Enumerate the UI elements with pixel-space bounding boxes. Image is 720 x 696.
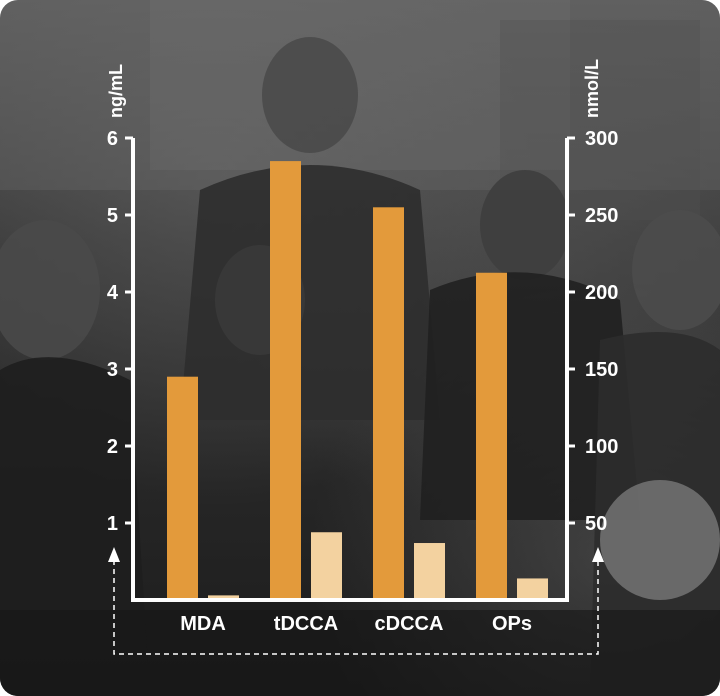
right-tick-label: 50	[585, 513, 607, 535]
axis-connector-dashed	[113, 560, 599, 655]
category-label-tdcca: tDCCA	[274, 613, 338, 635]
right-tick-label: 250	[585, 205, 618, 227]
left-tick-label: 2	[107, 436, 118, 458]
right-axis-title: nmol/L	[582, 59, 602, 118]
left-tick-label: 6	[107, 128, 118, 150]
left-ticks: 1 2 3 4 5 6	[107, 128, 133, 535]
left-tick-label: 5	[107, 205, 118, 227]
left-tick-label: 1	[107, 513, 118, 535]
left-tick-label: 4	[107, 282, 119, 304]
left-arrow-head	[108, 547, 120, 562]
bar-cdcca-nmol	[414, 543, 445, 600]
bar-ops-ng	[476, 272, 507, 600]
category-label-cdcca: cDCCA	[375, 613, 444, 635]
bar-cdcca-ng	[373, 207, 404, 601]
bar-ops-nmol	[517, 578, 548, 600]
bars-layer	[167, 161, 548, 601]
right-arrow-head	[592, 547, 604, 562]
right-tick-label: 200	[585, 282, 618, 304]
right-tick-label: 300	[585, 128, 618, 150]
bar-mda-ng	[167, 376, 198, 600]
right-ticks: 50 100 150 200 250 300	[567, 128, 618, 535]
category-labels: MDA tDCCA cDCCA OPs	[180, 613, 532, 635]
bar-mda-nmol	[208, 595, 239, 600]
left-axis-title: ng/mL	[106, 64, 126, 118]
category-label-mda: MDA	[180, 613, 226, 635]
right-tick-label: 150	[585, 359, 618, 381]
left-tick-label: 3	[107, 359, 118, 381]
bar-tdcca-nmol	[311, 532, 342, 600]
right-tick-label: 100	[585, 436, 618, 458]
bar-tdcca-ng	[270, 161, 301, 600]
category-label-ops: OPs	[492, 613, 532, 635]
